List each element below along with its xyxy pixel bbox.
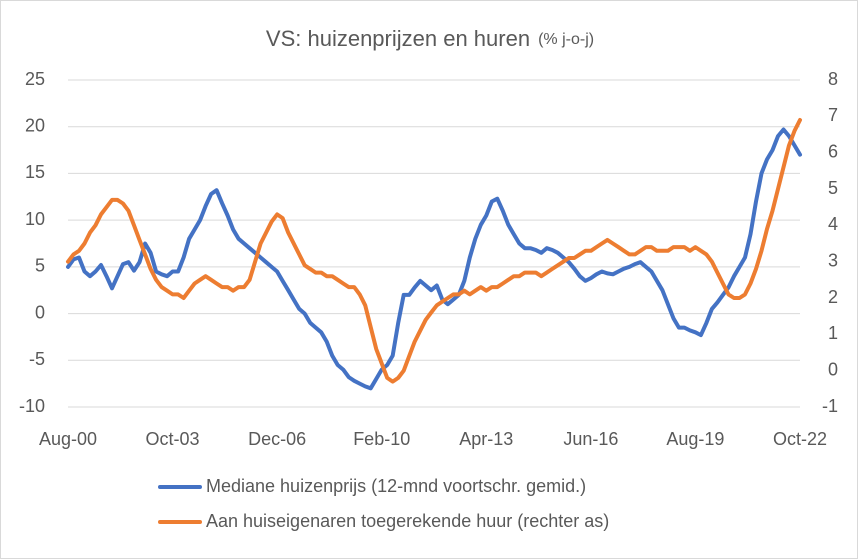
y2-tick-label: 0 <box>828 359 838 379</box>
y2-tick-label: 6 <box>828 141 838 161</box>
y-tick-label: -10 <box>19 396 45 416</box>
y-tick-label: 25 <box>25 69 45 89</box>
y2-tick-label: 7 <box>828 105 838 125</box>
y-tick-label: 10 <box>25 209 45 229</box>
y-tick-label: 15 <box>25 162 45 182</box>
x-tick-label: Aug-00 <box>39 429 97 449</box>
y2-tick-label: 1 <box>828 323 838 343</box>
legend-label: Mediane huizenprijs (12-mnd voortschr. g… <box>206 476 586 496</box>
x-tick-label: Jun-16 <box>563 429 618 449</box>
series-line <box>66 127 802 391</box>
y-tick-label: 0 <box>35 302 45 322</box>
x-tick-label: Oct-03 <box>146 429 200 449</box>
title-main: VS: huizenprijzen en huren <box>266 26 530 51</box>
x-tick-label: Apr-13 <box>459 429 513 449</box>
chart-title: VS: huizenprijzen en huren (% j-o-j) <box>266 26 594 51</box>
legend-label: Aan huiseigenaren toegerekende huur (rec… <box>206 511 609 531</box>
y2-tick-label: 4 <box>828 214 838 234</box>
y-tick-label: 5 <box>35 256 45 276</box>
y-tick-label: 20 <box>25 115 45 135</box>
y-tick-label: -5 <box>29 349 45 369</box>
y2-tick-label: 3 <box>828 250 838 270</box>
title-sub: (% j-o-j) <box>538 31 594 48</box>
series-line <box>66 118 802 384</box>
x-tick-label: Oct-22 <box>773 429 827 449</box>
y2-tick-label: -1 <box>822 396 838 416</box>
y2-tick-label: 8 <box>828 69 838 89</box>
x-tick-label: Dec-06 <box>248 429 306 449</box>
y2-tick-label: 5 <box>828 178 838 198</box>
y2-tick-label: 2 <box>828 287 838 307</box>
x-tick-label: Aug-19 <box>666 429 724 449</box>
x-tick-label: Feb-10 <box>353 429 410 449</box>
